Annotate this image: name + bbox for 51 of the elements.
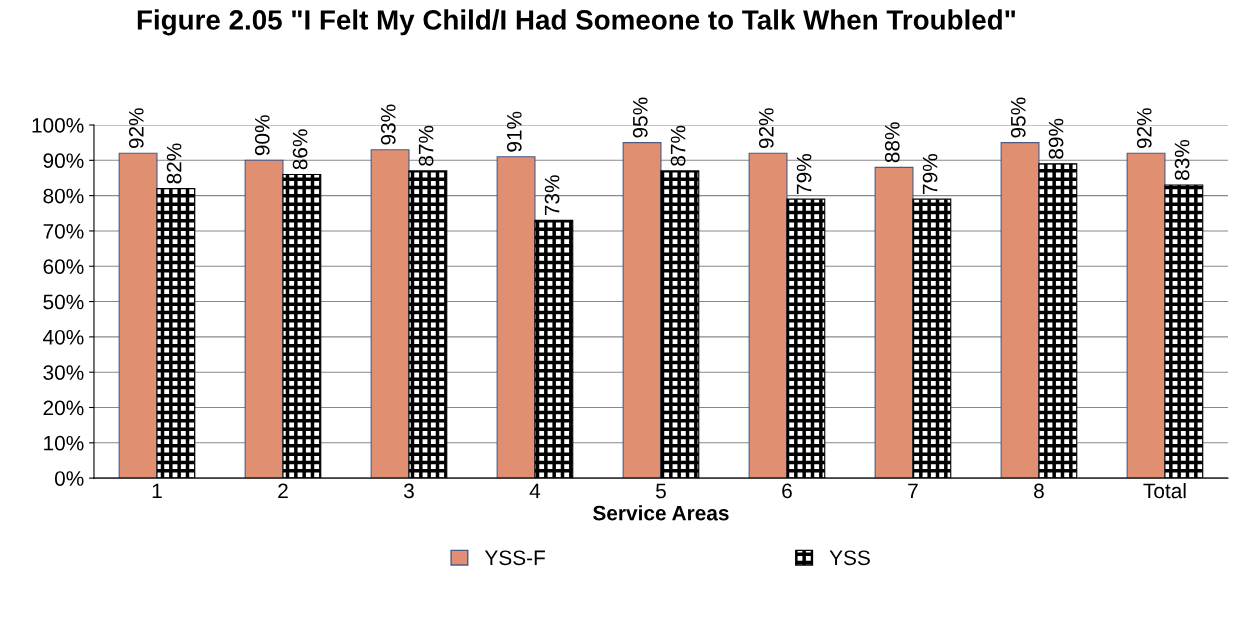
y-tick-label: 60% — [43, 259, 84, 274]
bar — [370, 149, 410, 479]
x-tick-label: 6 — [782, 483, 792, 499]
data-label: 83% — [1174, 139, 1190, 180]
data-label: 73% — [544, 175, 560, 216]
y-tick-label: 70% — [43, 223, 84, 239]
x-tick-label: 7 — [908, 483, 918, 499]
legend-label: YSS-F — [484, 550, 545, 566]
bar — [748, 152, 788, 479]
data-label: 87% — [670, 125, 686, 166]
data-label: 79% — [922, 154, 938, 194]
y-tick-label: 50% — [43, 294, 84, 310]
y-tick-label: 40% — [43, 329, 84, 345]
bar — [622, 142, 662, 479]
data-label: 93% — [380, 104, 396, 145]
x-tick-label: 2 — [278, 483, 288, 499]
x-tick-label: 3 — [403, 483, 414, 499]
chart-title: Figure 2.05 "I Felt My Child/I Had Someone to Talk When Troubled" — [137, 9, 1016, 36]
legend-label: YSS — [829, 550, 870, 566]
y-tick-label: 10% — [44, 435, 84, 451]
data-label: 87% — [418, 125, 434, 166]
bar — [1000, 142, 1040, 479]
x-tick-label: 1 — [152, 483, 162, 499]
x-tick-label: 4 — [529, 483, 541, 499]
y-tick-label: 90% — [43, 153, 84, 169]
bar — [496, 156, 536, 479]
y-tick-label: 20% — [43, 400, 84, 416]
x-axis-title: Service Areas — [593, 505, 729, 521]
y-tick-label: 80% — [43, 188, 84, 204]
data-label: 89% — [1048, 118, 1064, 159]
bar — [1126, 152, 1166, 479]
x-tick-label: 5 — [656, 483, 666, 499]
data-label: 91% — [506, 111, 522, 152]
bar — [244, 159, 284, 479]
data-label: 92% — [758, 108, 774, 149]
data-label: 92% — [128, 108, 144, 149]
y-tick-label: 30% — [43, 365, 84, 380]
bar — [874, 166, 914, 479]
x-tick-label: Total — [1143, 482, 1186, 499]
y-tick-label: 0% — [54, 471, 84, 486]
data-label: 95% — [1010, 97, 1026, 138]
y-tick-label: 100% — [32, 118, 84, 133]
x-tick-label: 8 — [1034, 483, 1044, 499]
data-label: 82% — [166, 143, 182, 184]
bar — [118, 152, 158, 479]
data-label: 92% — [1136, 108, 1152, 149]
data-label: 88% — [884, 122, 900, 163]
data-label: 79% — [796, 154, 812, 194]
data-label: 86% — [292, 129, 308, 170]
data-label: 95% — [632, 97, 648, 138]
data-label: 90% — [254, 115, 270, 156]
